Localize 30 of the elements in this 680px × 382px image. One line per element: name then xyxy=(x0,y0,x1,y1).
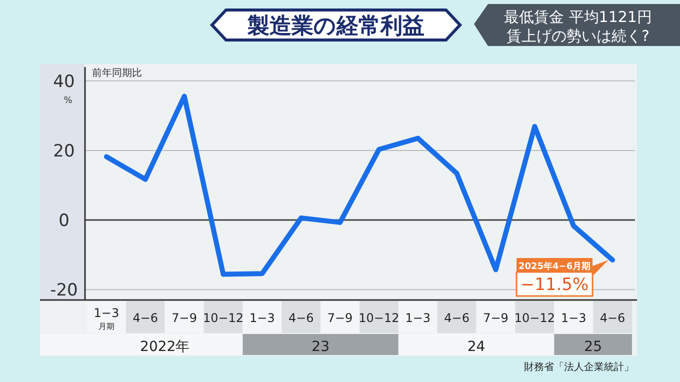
x-tick-label: 7−9 xyxy=(327,311,353,325)
x-tick-label: 4−6 xyxy=(288,311,314,325)
annotation: 2025年4−6月期 xyxy=(518,261,591,272)
x-tick-label: 1−3 xyxy=(560,311,586,325)
x-tick-label: 10−12 xyxy=(358,311,400,325)
y-axis-title: 前年同期比 xyxy=(92,67,142,79)
chart-subtitle: 最低賃金 平均1121円 xyxy=(504,8,652,26)
x-tick-label: 4−6 xyxy=(132,311,158,325)
y-tick-label: 40 xyxy=(53,72,75,92)
x-tick-label: 7−9 xyxy=(172,311,197,325)
text: 2022年 xyxy=(140,339,190,355)
text: 23 xyxy=(312,339,330,355)
x-tick-label: 1−3 xyxy=(250,311,275,325)
text: 賃上げの勢いは続く? xyxy=(506,27,650,45)
x-tick-label: 4−6 xyxy=(600,311,626,325)
text: % xyxy=(64,96,73,106)
data-label: −11.5% xyxy=(520,275,589,296)
x-tick-label: 10−12 xyxy=(514,311,555,325)
x-tick-label: 4−6 xyxy=(444,311,470,325)
x-tick-label: 10−12 xyxy=(202,311,244,325)
chart-title: 製造業の経常利益 xyxy=(246,14,424,39)
y-tick-label: -20 xyxy=(50,280,78,301)
text: 25 xyxy=(584,339,602,355)
text: 24 xyxy=(467,339,486,355)
x-tick-label: 1−3 xyxy=(405,311,431,325)
x-tick-label: 7−9 xyxy=(483,311,508,325)
text: 財務省「法人企業統計」 xyxy=(524,361,634,373)
y-tick-label: 20 xyxy=(53,141,75,162)
y-tick-label: 0 xyxy=(58,211,70,232)
x-tick-label: 1−3 月期 xyxy=(94,306,120,331)
